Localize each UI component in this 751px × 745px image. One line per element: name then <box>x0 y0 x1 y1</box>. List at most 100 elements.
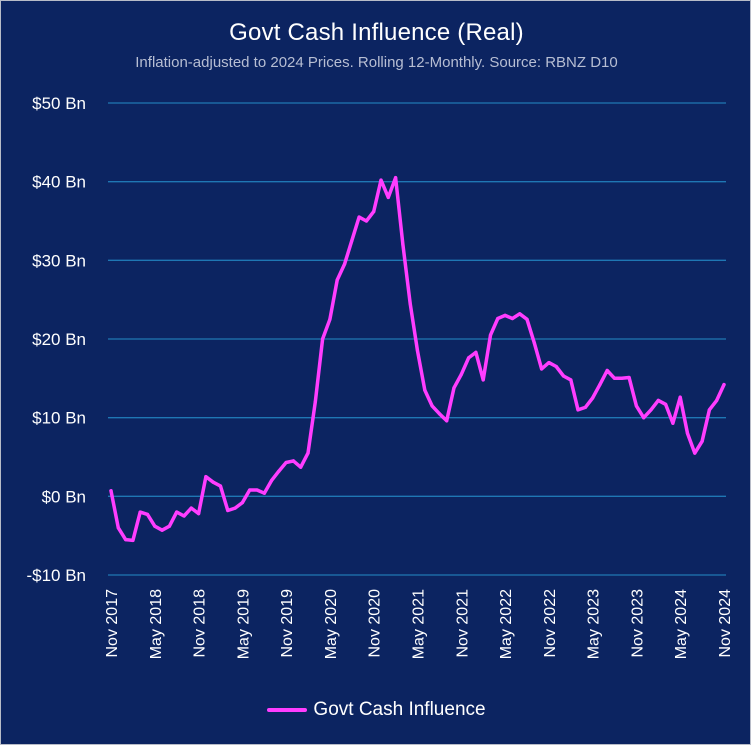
x-tick-label: May 2022 <box>498 589 515 659</box>
y-tick-label: $40 Bn <box>32 173 86 192</box>
data-point <box>561 374 566 378</box>
data-point <box>467 356 471 360</box>
series-layer <box>109 175 726 543</box>
data-point <box>634 404 639 408</box>
data-point <box>415 349 420 353</box>
data-point <box>715 398 719 402</box>
data-point <box>620 376 624 380</box>
y-tick-label: $20 Bn <box>32 330 86 349</box>
data-point <box>350 239 354 243</box>
data-point <box>554 364 558 369</box>
data-point <box>109 489 113 493</box>
data-point <box>291 459 295 463</box>
data-point <box>452 386 456 390</box>
data-point <box>240 501 244 505</box>
data-point <box>518 312 522 316</box>
data-point <box>233 506 237 510</box>
data-point <box>321 337 325 341</box>
data-point <box>284 460 288 465</box>
x-tick-label: May 2020 <box>323 589 340 659</box>
data-point <box>379 178 383 182</box>
data-point <box>503 313 507 317</box>
data-point <box>394 176 398 180</box>
data-point <box>124 538 128 542</box>
data-point <box>357 215 361 219</box>
x-tick-label: Nov 2018 <box>192 589 209 658</box>
data-point <box>189 506 193 510</box>
data-point <box>445 419 449 423</box>
data-point <box>408 302 412 306</box>
x-tick-label: Nov 2020 <box>367 589 384 658</box>
data-point <box>342 262 347 266</box>
data-point <box>197 511 201 516</box>
data-point <box>488 333 493 337</box>
data-point <box>328 317 332 321</box>
data-point <box>649 408 653 412</box>
data-point <box>612 376 617 380</box>
x-tick-label: Nov 2019 <box>279 589 296 658</box>
data-point <box>167 524 171 528</box>
data-point <box>269 479 274 483</box>
x-tick-label: Nov 2023 <box>629 589 646 658</box>
data-point <box>722 383 726 387</box>
x-tick-label: May 2024 <box>673 589 690 659</box>
data-point <box>576 408 580 412</box>
data-point <box>474 350 478 354</box>
data-point <box>131 538 135 543</box>
x-tick-label: May 2018 <box>148 589 165 659</box>
data-point <box>627 375 631 380</box>
data-point <box>335 278 339 282</box>
y-tick-label: $50 Bn <box>32 94 86 113</box>
y-axis-ticks: $50 Bn $40 Bn $30 Bn $20 Bn $10 Bn $0 Bn -$10 … <box>26 94 86 585</box>
data-point <box>693 451 697 455</box>
data-point <box>700 439 704 443</box>
data-point <box>218 484 223 488</box>
data-point <box>313 400 317 404</box>
legend: Govt Cash Influence <box>1 699 751 721</box>
data-point <box>175 510 179 514</box>
data-point <box>671 421 675 425</box>
data-point <box>277 469 281 473</box>
data-point <box>547 361 551 365</box>
data-point <box>145 512 150 516</box>
legend-label: Govt Cash Influence <box>313 699 486 720</box>
x-tick-label: Nov 2024 <box>717 589 734 658</box>
data-point <box>569 378 573 382</box>
data-point <box>204 475 208 479</box>
x-axis-ticks: Nov 2017 May 2018 Nov 2018 May 2019 Nov 2019… <box>104 589 734 659</box>
data-point <box>372 210 376 214</box>
data-point <box>364 219 368 223</box>
data-point <box>299 465 303 469</box>
data-point <box>540 367 544 371</box>
data-point <box>685 431 690 435</box>
data-point <box>664 402 668 406</box>
data-point <box>481 378 485 382</box>
y-tick-label: $30 Bn <box>32 251 86 270</box>
data-point <box>437 412 441 416</box>
x-tick-label: May 2021 <box>411 589 428 659</box>
x-tick-label: Nov 2021 <box>454 589 471 658</box>
data-point <box>459 372 463 376</box>
data-point <box>423 388 427 392</box>
series-line <box>109 175 726 543</box>
x-tick-label: Nov 2017 <box>104 589 121 658</box>
data-point <box>160 528 164 532</box>
data-point <box>583 405 587 409</box>
data-point <box>591 396 595 400</box>
data-point <box>598 383 602 387</box>
data-point <box>255 488 259 492</box>
data-point <box>306 451 310 455</box>
x-tick-label: May 2019 <box>235 589 252 659</box>
data-point <box>226 508 230 513</box>
gridlines <box>108 102 726 576</box>
data-point <box>248 488 252 492</box>
data-point <box>182 514 186 518</box>
data-point <box>532 341 536 345</box>
data-point <box>510 316 514 321</box>
y-tick-label: -$10 Bn <box>26 566 86 585</box>
y-tick-label: $10 Bn <box>32 409 86 428</box>
data-point <box>656 398 660 402</box>
data-point <box>153 524 157 528</box>
